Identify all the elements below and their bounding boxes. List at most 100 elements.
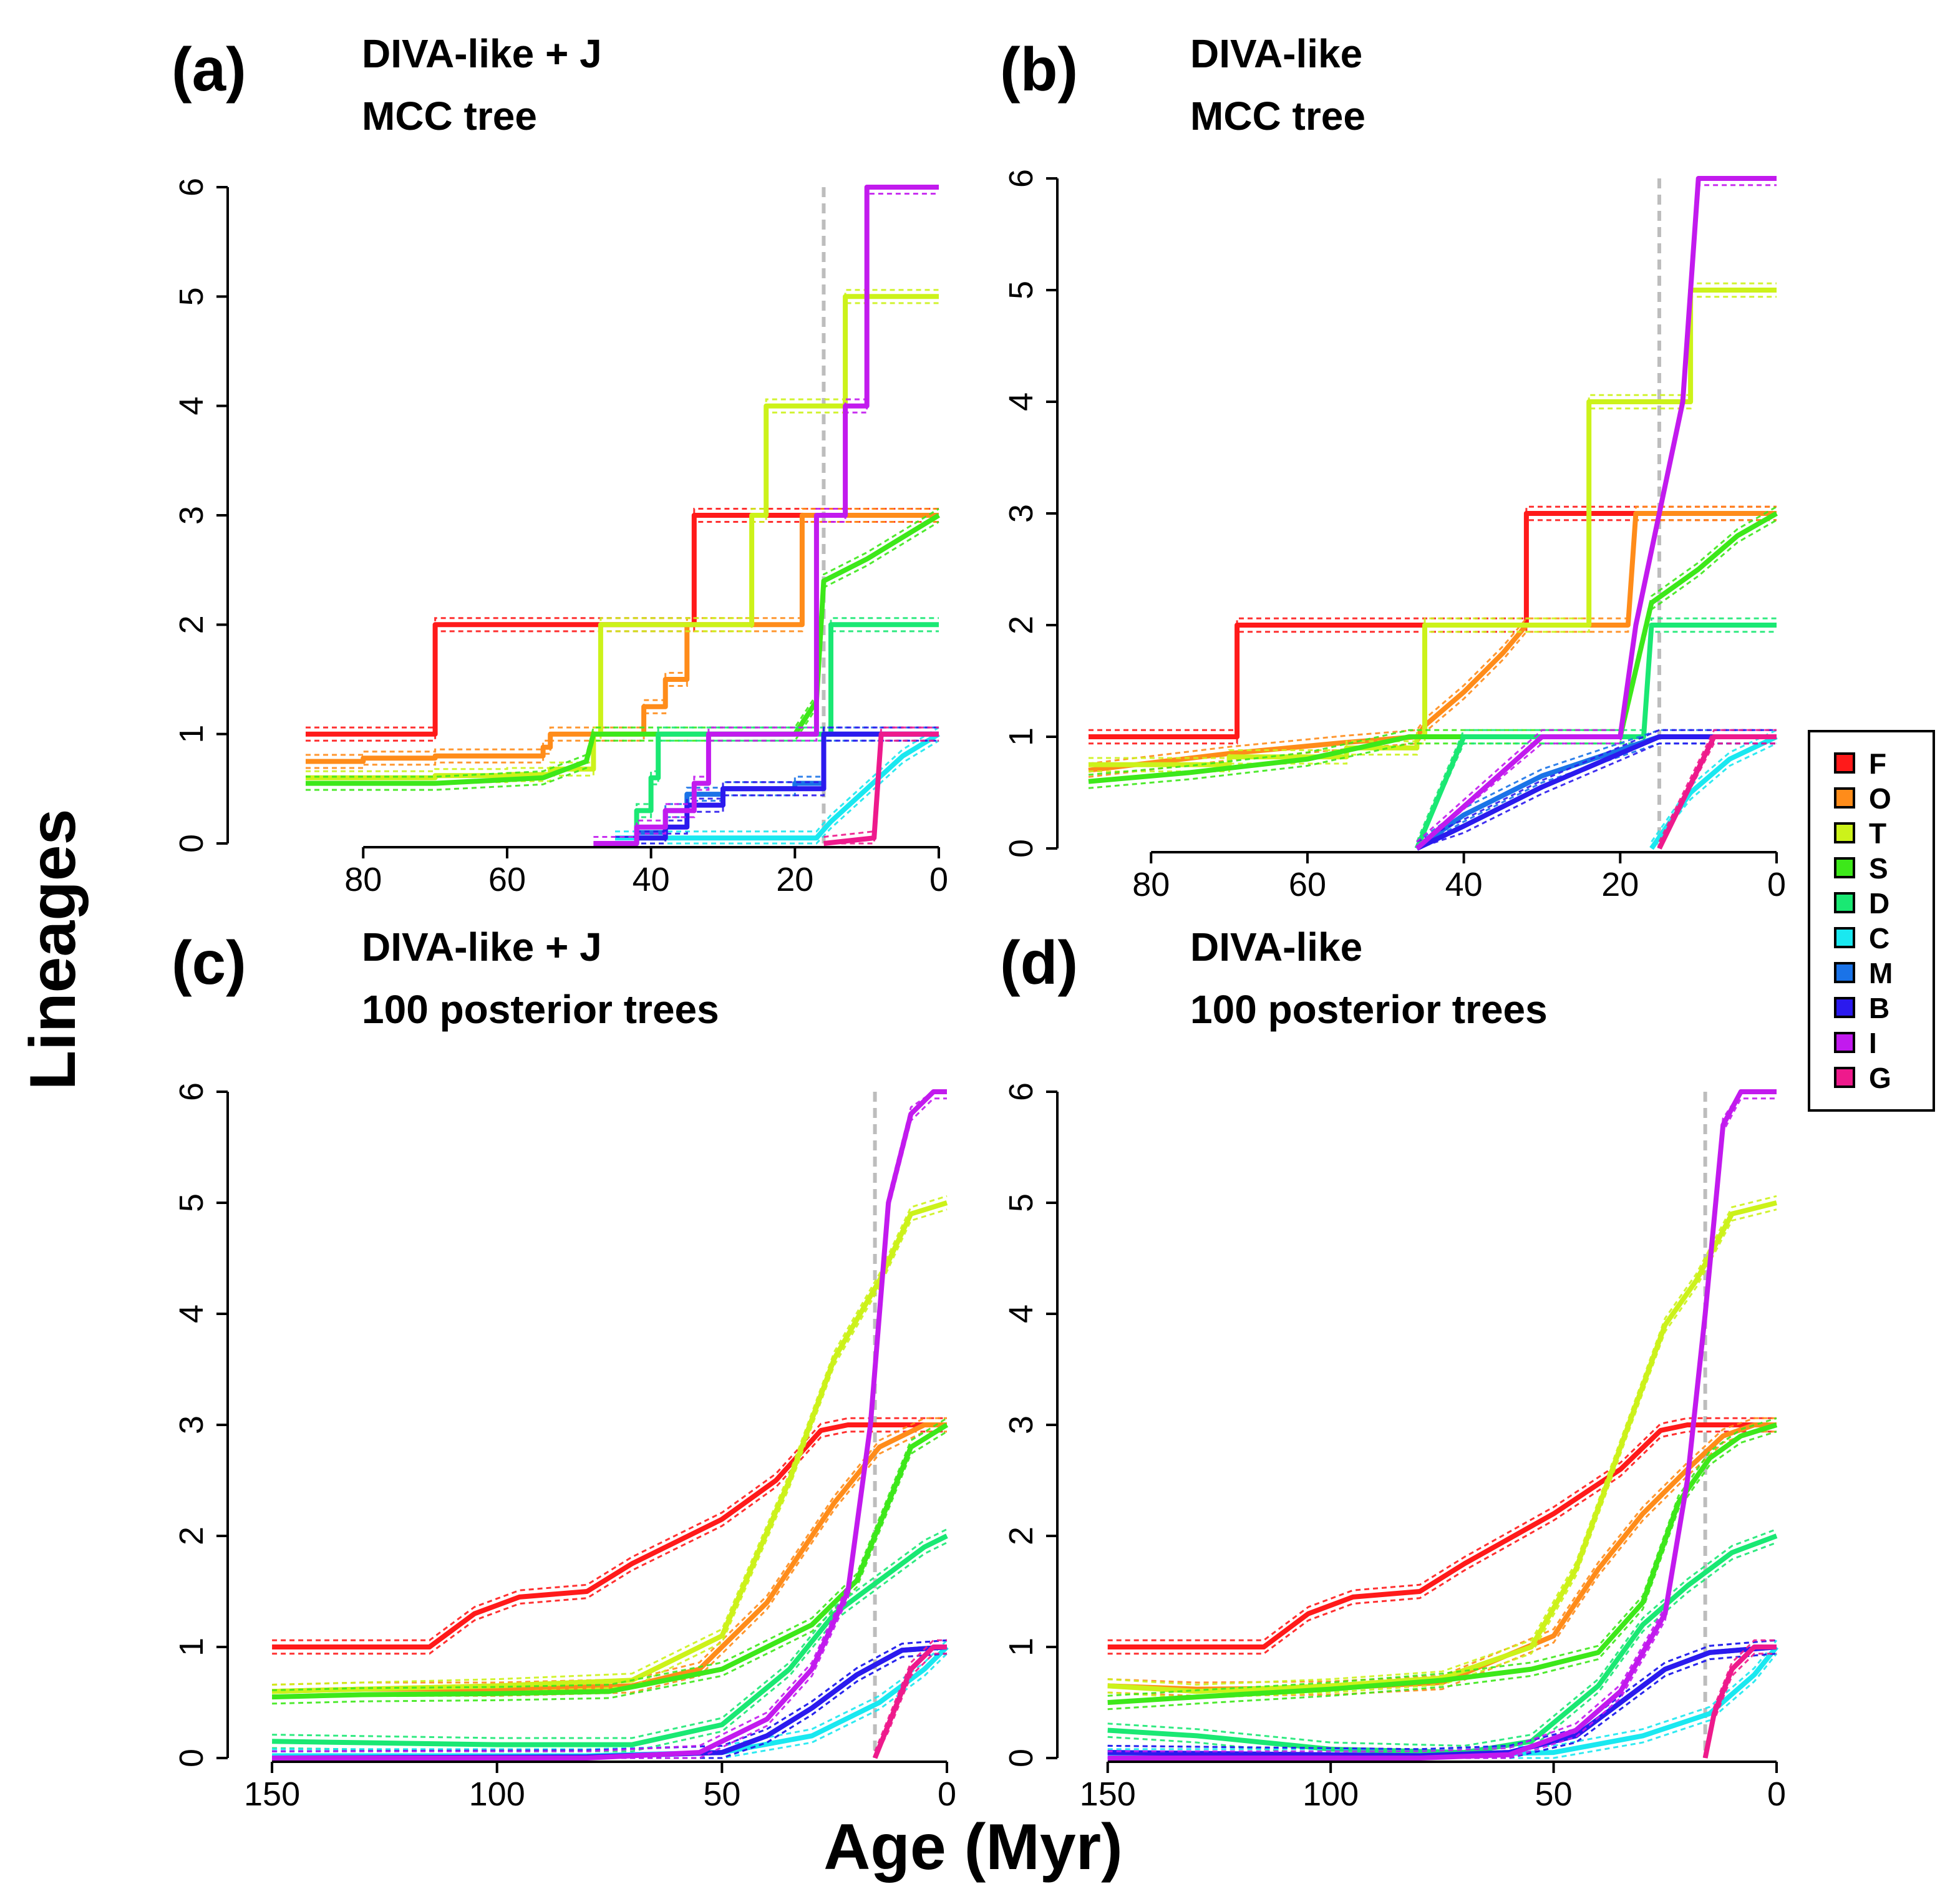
series-envelope-D [1107, 1542, 1777, 1759]
series-line-O [306, 513, 939, 764]
series-envelope-C [1107, 1639, 1778, 1751]
series-envelope-F [272, 1430, 947, 1655]
series-line-O [1088, 511, 1777, 773]
series-line-D [1414, 623, 1777, 850]
y-tick-label: 1 [1002, 727, 1040, 746]
series-envelope-C [1651, 742, 1777, 849]
legend-swatch-D [1834, 892, 1855, 913]
series-line-S [1088, 511, 1778, 784]
series-line-I [593, 185, 939, 846]
legend-swatch-B [1834, 997, 1855, 1018]
panel-title-line2: MCC tree [1190, 94, 1365, 138]
series-envelope-T [272, 1208, 948, 1699]
panel-d: (d) DIVA-like 100 posterior trees 0 1 2 3 4 5 6 15… [1000, 925, 1786, 1813]
panel-title-line1: DIVA-like [1190, 925, 1362, 969]
legend-label-C: C [1869, 922, 1889, 954]
x-tick-label: 40 [1445, 866, 1483, 903]
series-envelope-C [615, 739, 939, 845]
y-tick-label: 5 [1002, 281, 1040, 299]
series-envelope-F [306, 508, 939, 729]
series-envelope-O [272, 1417, 947, 1686]
y-tick-label: 4 [1002, 1304, 1040, 1323]
x-tick-label: 60 [1289, 866, 1326, 903]
series-line-G [1702, 1644, 1777, 1759]
series-envelope-M [1107, 1653, 1777, 1759]
series-envelope-D [272, 1528, 948, 1739]
series-envelope-O [1088, 505, 1777, 765]
series-envelope-O [272, 1430, 947, 1699]
panel-title-line1: DIVA-like + J [362, 925, 602, 969]
x-tick-label: 80 [344, 861, 382, 898]
series-line-D [615, 622, 939, 846]
x-axis-title: Age (Myr) [823, 1811, 1123, 1883]
panel-letter: (b) [1000, 35, 1078, 104]
series-envelope-S [1107, 1417, 1777, 1697]
y-tick-label: 5 [173, 287, 210, 306]
series-envelope-T [1089, 296, 1777, 772]
x-tick-label: 40 [633, 861, 670, 898]
legend-swatch-O [1834, 787, 1855, 809]
x-tick-label: 60 [488, 861, 526, 898]
series-envelope-G [1658, 742, 1777, 849]
series-envelope-I [593, 193, 939, 845]
series-line-G [872, 1644, 947, 1759]
series-envelope-G [874, 1639, 947, 1752]
y-tick-label: 1 [1002, 1638, 1040, 1656]
legend-label-G: G [1869, 1062, 1891, 1094]
series-line-C [615, 732, 941, 841]
series-envelope-M [622, 739, 939, 845]
series-line-S [306, 513, 941, 786]
series-envelope-B [1107, 1653, 1777, 1759]
y-tick-label: 6 [1002, 1082, 1040, 1101]
series-line-S [1107, 1422, 1778, 1705]
series-line-T [1107, 1200, 1777, 1694]
series-envelope-F [1089, 505, 1777, 731]
x-tick-label: 80 [1132, 866, 1170, 903]
y-axis-title: Lineages [17, 809, 89, 1090]
series-envelope-D [1107, 1528, 1777, 1747]
series-line-F [306, 513, 939, 737]
panel-b: (b) DIVA-like MCC tree 0 1 2 3 4 5 6 80 60 40 20 0 [1000, 31, 1786, 903]
series-line-F [1089, 511, 1777, 739]
series-envelope-T [1107, 1208, 1777, 1699]
series-line-S [272, 1422, 949, 1700]
panel-title-line1: DIVA-like [1190, 31, 1362, 76]
legend-label-B: B [1869, 992, 1889, 1024]
y-tick-label: 2 [173, 615, 210, 634]
legend-label-F: F [1869, 747, 1886, 780]
series-envelope-T [1107, 1195, 1777, 1686]
series-line-B [1415, 734, 1777, 851]
legend-swatch-M [1834, 962, 1855, 983]
y-tick-label: 5 [173, 1193, 210, 1212]
series-envelope-I [1416, 184, 1777, 850]
series-envelope-F [272, 1417, 947, 1641]
series-envelope-B [1416, 742, 1777, 850]
series-envelope-F [306, 521, 939, 742]
series-envelope-O [306, 521, 939, 769]
x-tick-label: 100 [469, 1775, 525, 1813]
legend-swatch-F [1834, 752, 1855, 774]
panel-letter: (a) [172, 35, 246, 104]
y-tick-label: 3 [173, 506, 210, 525]
panel-title-line2: MCC tree [362, 94, 537, 138]
x-tick-label: 50 [703, 1775, 740, 1813]
series-envelope-M [1416, 742, 1777, 850]
panel-title-line2: 100 posterior trees [362, 987, 719, 1032]
series-envelope-C [1107, 1653, 1778, 1759]
y-tick-label: 4 [1002, 392, 1040, 411]
series-envelope-S [272, 1430, 948, 1705]
y-tick-label: 6 [173, 178, 210, 197]
y-tick-label: 4 [173, 397, 210, 415]
x-tick-label: 0 [929, 861, 948, 898]
series-line-D [1107, 1533, 1778, 1756]
y-tick-label: 1 [173, 1638, 210, 1656]
series-envelope-I [272, 1090, 947, 1752]
series-line-B [1107, 1644, 1777, 1759]
legend-swatch-I [1834, 1032, 1855, 1053]
y-tick-label: 3 [173, 1416, 210, 1434]
series-envelope-S [272, 1417, 948, 1691]
y-tick-label: 0 [1002, 1749, 1040, 1767]
series-envelope-I [272, 1097, 947, 1759]
